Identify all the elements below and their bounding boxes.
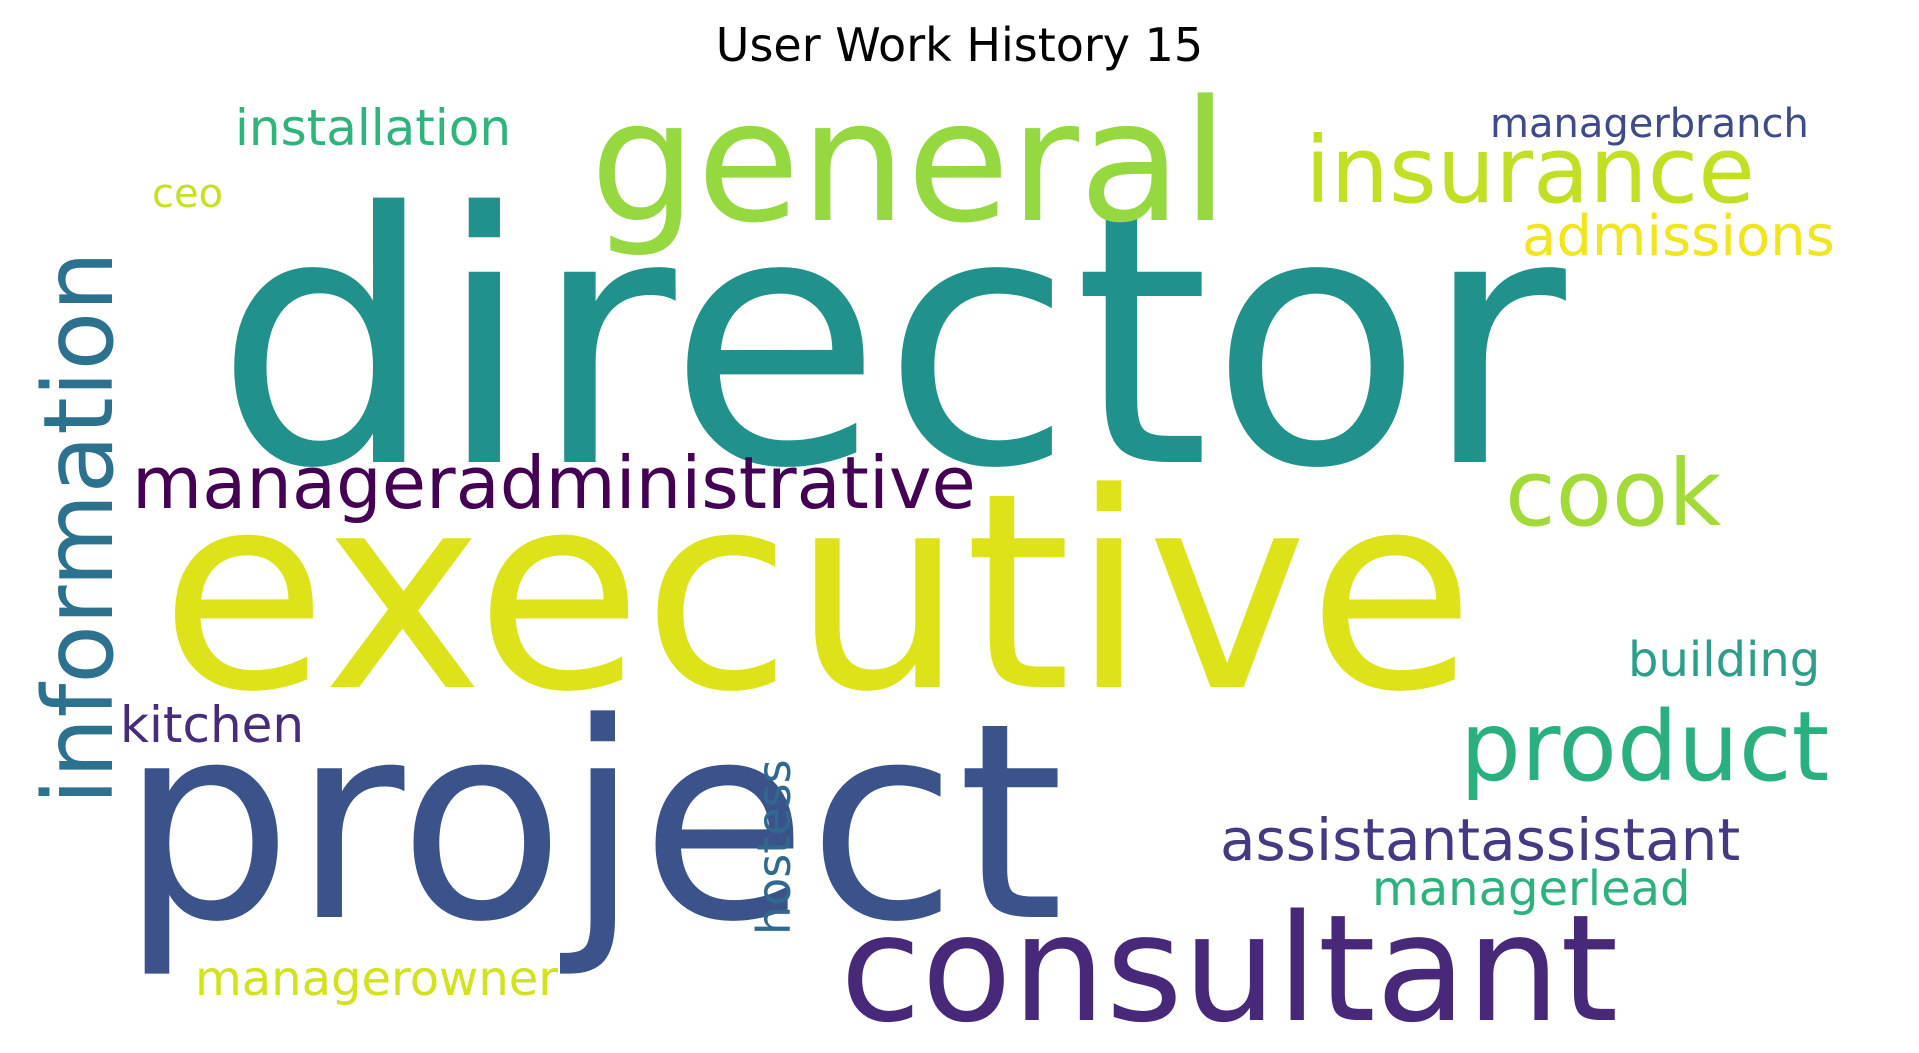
word-information: information bbox=[23, 251, 135, 805]
word-insurance: insurance bbox=[1305, 117, 1755, 224]
word-hostess: hostess bbox=[747, 759, 801, 935]
word-installation: installation bbox=[235, 99, 511, 157]
word-managerlead: managerlead bbox=[1372, 861, 1691, 917]
word-ceo: ceo bbox=[152, 171, 223, 217]
word-manageradministrative: manageradministrative bbox=[132, 441, 976, 525]
word-executive: executive bbox=[160, 436, 1475, 752]
word-kitchen: kitchen bbox=[120, 696, 304, 754]
word-general: general bbox=[590, 64, 1229, 260]
word-cook: cook bbox=[1505, 440, 1722, 547]
word-admissions: admissions bbox=[1522, 204, 1835, 269]
word-consultant: consultant bbox=[840, 883, 1618, 1053]
word-product: product bbox=[1460, 691, 1829, 803]
word-project: project bbox=[120, 666, 1064, 982]
word-director: director bbox=[215, 140, 1570, 545]
page-title: User Work History 15 bbox=[715, 18, 1204, 72]
word-assistantassistant: assistantassistant bbox=[1220, 806, 1740, 874]
word-managerbranch: managerbranch bbox=[1490, 101, 1809, 147]
word-building: building bbox=[1628, 632, 1820, 688]
word-managerowner: managerowner bbox=[195, 951, 558, 1007]
